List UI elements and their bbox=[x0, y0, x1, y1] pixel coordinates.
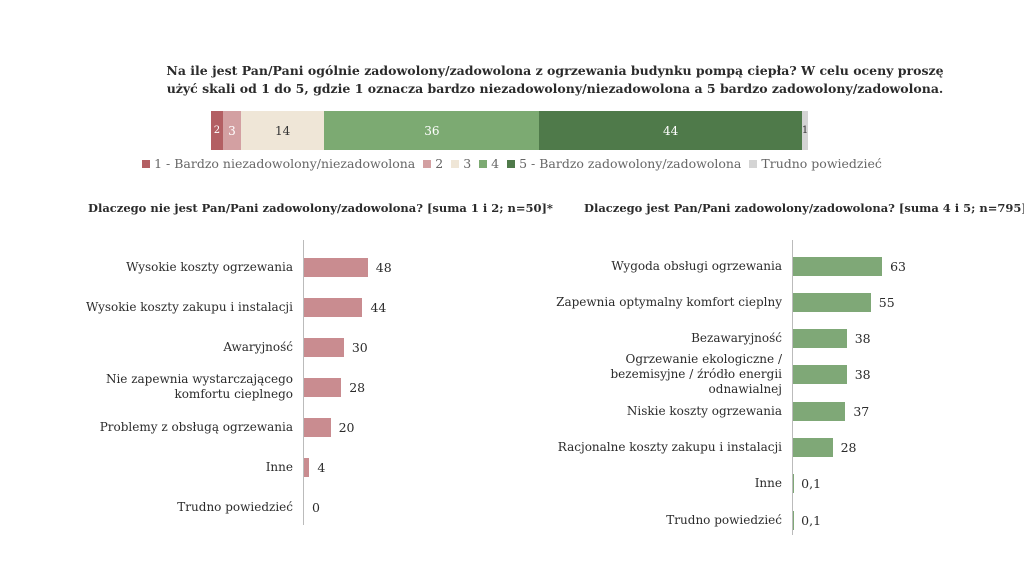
satisfied-chart-title: Dlaczego jest Pan/Pani zadowolony/zadowo… bbox=[584, 201, 1024, 215]
bar-value-label: 44 bbox=[370, 299, 387, 315]
satisfied-reasons-chart: Wygoda obsługi ogrzewania 63 Zapewnia opty… bbox=[512, 240, 1024, 540]
bar bbox=[304, 337, 344, 357]
bar-value-label: 55 bbox=[878, 294, 895, 310]
legend-item: 2 bbox=[423, 156, 443, 171]
stack-segment: 2 bbox=[211, 111, 223, 150]
bar-value-label: 20 bbox=[338, 419, 355, 435]
legend-item: 5 - Bardzo zadowolony/zadowolona bbox=[507, 156, 741, 171]
stack-segment: 14 bbox=[240, 111, 325, 150]
stack-segment-label: 14 bbox=[274, 123, 291, 138]
dissatisfied-reasons-chart: Wysokie koszty ogrzewania 48 Wysokie koszt… bbox=[0, 240, 512, 540]
bar-value-label: 30 bbox=[351, 339, 368, 355]
bar bbox=[304, 257, 368, 277]
category-label: Inne bbox=[754, 476, 782, 491]
dissatisfied-chart-title: Dlaczego nie jest Pan/Pani zadowolony/za… bbox=[88, 201, 553, 215]
bar bbox=[304, 377, 342, 397]
category-label: Ogrzewanie ekologiczne / bezemisyjne / ź… bbox=[610, 352, 782, 397]
category-label: Wygoda obsługi ogrzewania bbox=[611, 258, 782, 273]
bar bbox=[793, 401, 846, 421]
stack-segment-label: 44 bbox=[663, 123, 679, 138]
category-label: Trudno powiedzieć bbox=[177, 499, 293, 514]
bar-value-label: 38 bbox=[854, 331, 871, 347]
legend-label: 1 - Bardzo niezadowolony/niezadowolona bbox=[154, 156, 416, 171]
stack-segment-label: 1 bbox=[801, 125, 809, 136]
stack-segment: 36 bbox=[324, 111, 540, 150]
legend-item: 4 bbox=[479, 156, 499, 171]
legend-swatch bbox=[451, 159, 460, 168]
bar-value-label: 48 bbox=[375, 259, 392, 275]
legend-swatch bbox=[423, 159, 432, 168]
stacked-satisfaction-bar: 2 3 14 36 44 1 bbox=[211, 111, 808, 150]
category-label: Wysokie koszty zakupu i instalacji bbox=[86, 299, 293, 314]
chart-title: Na ile jest Pan/Pani ogólnie zadowolony/… bbox=[166, 63, 944, 96]
legend-swatch bbox=[749, 159, 758, 168]
legend-swatch bbox=[479, 159, 488, 168]
bar bbox=[304, 297, 363, 317]
legend-item: Trudno powiedzieć bbox=[749, 156, 882, 171]
legend-item: 3 bbox=[451, 156, 471, 171]
bar-value-label: 0,1 bbox=[801, 512, 822, 528]
bar-value-label: 28 bbox=[840, 440, 857, 455]
legend-swatch bbox=[142, 159, 151, 168]
bar bbox=[304, 457, 310, 477]
bar-value-label: 4 bbox=[317, 459, 326, 475]
category-label: Niskie koszty ogrzewania bbox=[626, 403, 782, 418]
bar-value-label: 0 bbox=[312, 499, 320, 515]
stack-segment-label: 2 bbox=[213, 125, 221, 136]
category-axis bbox=[303, 240, 304, 525]
stack-segment-label: 3 bbox=[228, 123, 236, 138]
category-axis bbox=[792, 240, 793, 535]
bar-value-label: 63 bbox=[890, 258, 906, 274]
category-label: Awaryjność bbox=[223, 339, 293, 354]
category-label: Bezawaryjność bbox=[691, 331, 782, 346]
legend-label: 3 bbox=[463, 156, 472, 171]
stack-segment: 3 bbox=[222, 111, 241, 150]
bar bbox=[304, 417, 331, 437]
stack-segment-label: 36 bbox=[424, 123, 440, 138]
stack-segment: 1 bbox=[802, 111, 808, 150]
legend-label: 5 - Bardzo zadowolony/zadowolona bbox=[519, 156, 742, 171]
legend-label: 4 bbox=[491, 156, 500, 171]
legend-label: 2 bbox=[435, 156, 444, 171]
stack-segment: 44 bbox=[539, 111, 803, 150]
legend-label: Trudno powiedzieć bbox=[761, 156, 882, 171]
legend: 1 - Bardzo niezadowolony/niezadowolona 2 3… bbox=[0, 156, 1024, 171]
legend-swatch bbox=[507, 159, 516, 168]
bar bbox=[793, 365, 847, 385]
category-label: Zapewnia optymalny komfort cieplny bbox=[556, 294, 782, 309]
category-label: Nie zapewnia wystarczającego komfortu ci… bbox=[105, 372, 293, 401]
bar bbox=[793, 256, 883, 276]
bar-value-label: 38 bbox=[854, 367, 871, 383]
bar bbox=[793, 438, 833, 457]
category-label: Racjonalne koszty zakupu i instalacji bbox=[557, 440, 782, 454]
bar-value-label: 37 bbox=[853, 403, 870, 419]
legend-item: 1 - Bardzo niezadowolony/niezadowolona bbox=[142, 156, 415, 171]
bar bbox=[793, 329, 847, 349]
category-label: Inne bbox=[265, 459, 293, 474]
bar-value-label: 28 bbox=[349, 379, 366, 395]
category-label: Wysokie koszty ogrzewania bbox=[126, 259, 293, 274]
category-label: Trudno powiedzieć bbox=[666, 512, 782, 527]
bar-value-label: 0,1 bbox=[801, 476, 822, 492]
category-label: Problemy z obsługą ogrzewania bbox=[99, 419, 293, 434]
bar bbox=[793, 292, 871, 312]
